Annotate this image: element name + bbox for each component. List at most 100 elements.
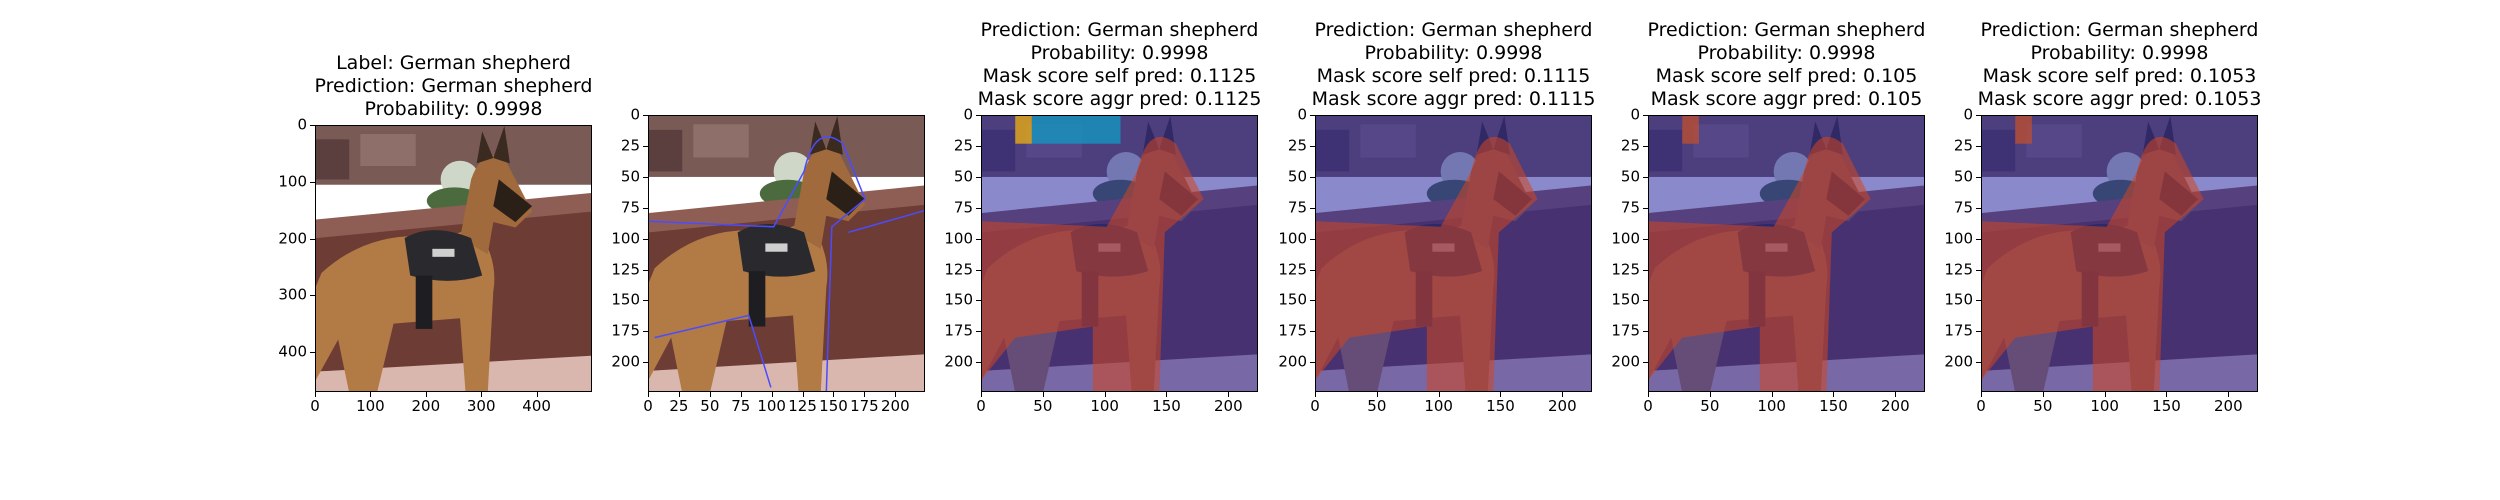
x-tick-label: 100: [2090, 397, 2119, 415]
y-tick-mark: [1976, 331, 1981, 333]
x-tick-mark: [648, 392, 649, 397]
x-tick-label: 400: [522, 397, 551, 415]
y-tick-label: 75: [620, 198, 640, 217]
x-tick-mark: [536, 392, 538, 397]
x-tick-mark: [1228, 392, 1230, 397]
y-tick-mark: [976, 300, 981, 302]
y-tick-mark: [1310, 145, 1315, 147]
background-window: [693, 124, 749, 158]
title-line: Probability: 0.9998: [2030, 42, 2209, 64]
y-tick-mark: [310, 125, 315, 126]
y-tick-label: 200: [944, 352, 973, 371]
title-line: Label: German shepherd: [336, 52, 571, 74]
y-tick-label: 100: [1611, 229, 1640, 248]
x-tick-label: 150: [1819, 397, 1848, 415]
x-tick-label: 200: [2213, 397, 2243, 415]
y-tick-label: 150: [944, 290, 973, 309]
x-tick-label: 100: [1424, 397, 1453, 415]
x-tick-mark: [1166, 392, 1168, 397]
y-tick-label: 200: [611, 352, 640, 371]
x-tick-mark: [1833, 392, 1835, 397]
x-tick-label: 0: [310, 397, 320, 415]
y-tick-mark: [643, 207, 648, 209]
y-tick-mark: [643, 300, 648, 302]
y-tick-mark: [976, 238, 981, 240]
y-tick-mark: [643, 269, 648, 271]
y-tick-label: 125: [1278, 260, 1307, 279]
x-tick-mark: [1438, 392, 1440, 397]
y-tick-mark: [976, 362, 981, 364]
y-tick-label: 25: [1287, 136, 1307, 155]
y-tick-label: 150: [1278, 290, 1307, 309]
y-tick-mark: [1976, 269, 1981, 271]
x-tick-label: 0: [1976, 397, 1986, 415]
background-door: [649, 129, 683, 172]
x-tick-mark: [895, 392, 897, 397]
y-tick-label: 200: [1944, 352, 1973, 371]
image-axes: [981, 115, 1258, 392]
dog-muzzle: [493, 179, 533, 223]
x-tick-label: 300: [466, 397, 496, 415]
title-line: Mask score self pred: 0.1125: [982, 65, 1257, 87]
x-tick-label: 0: [1310, 397, 1320, 415]
mask-patch-yellow: [1015, 116, 1032, 144]
dog-ear-right: [826, 116, 843, 155]
y-tick-label: 150: [1611, 290, 1640, 309]
x-tick-mark: [1981, 392, 1982, 397]
y-tick-mark: [310, 295, 315, 297]
image-canvas: [316, 126, 591, 391]
title-line: Prediction: German shepherd: [1314, 19, 1593, 41]
x-tick-mark: [1315, 392, 1316, 397]
y-tick-label: 100: [611, 229, 640, 248]
title-line: Mask score self pred: 0.1115: [1316, 65, 1591, 87]
x-tick-label: 200: [1213, 397, 1243, 415]
x-tick-mark: [864, 392, 866, 397]
y-tick-label: 175: [1944, 321, 1973, 340]
y-tick-label: 100: [944, 229, 973, 248]
panel-title: Prediction: German shepherd Probability: …: [921, 19, 1318, 111]
x-tick-mark: [771, 392, 773, 397]
y-tick-mark: [1310, 269, 1315, 271]
x-tick-label: 0: [976, 397, 986, 415]
x-tick-label: 100: [1090, 397, 1119, 415]
y-tick-mark: [1643, 269, 1648, 271]
harness-strap: [748, 271, 766, 327]
x-tick-label: 150: [2152, 397, 2181, 415]
y-tick-mark: [643, 115, 648, 116]
x-tick-label: 175: [850, 397, 879, 415]
y-tick-label: 100: [1944, 229, 1973, 248]
x-tick-label: 200: [411, 397, 441, 415]
mask-object: [1982, 136, 2204, 391]
title-line: Prediction: German shepherd: [314, 75, 593, 97]
y-tick-mark: [1643, 300, 1648, 302]
y-tick-mark: [1976, 362, 1981, 364]
y-tick-label: 125: [944, 260, 973, 279]
y-tick-mark: [1310, 115, 1315, 116]
title-line: Probability: 0.9998: [1030, 42, 1209, 64]
panel-title: Label: German shepherd Prediction: German…: [255, 52, 652, 121]
x-tick-label: 0: [1643, 397, 1653, 415]
title-line: Mask score aggr pred: 0.1053: [1977, 88, 2262, 110]
x-tick-mark: [2228, 392, 2230, 397]
x-tick-label: 50: [1033, 397, 1053, 415]
x-tick-mark: [1895, 392, 1897, 397]
mask-object: [1316, 136, 1538, 391]
harness-strap: [415, 275, 433, 329]
x-tick-mark: [678, 392, 680, 397]
y-tick-label: 0: [1963, 105, 1973, 124]
harness-patch: [432, 248, 455, 257]
y-tick-label: 150: [1944, 290, 1973, 309]
y-tick-label: 150: [611, 290, 640, 309]
y-tick-label: 100: [1278, 229, 1307, 248]
x-tick-label: 100: [1757, 397, 1786, 415]
x-tick-mark: [1104, 392, 1106, 397]
image-axes: [1648, 115, 1925, 392]
y-tick-label: 25: [953, 136, 973, 155]
x-tick-label: 100: [356, 397, 385, 415]
mask-patch-red: [2015, 116, 2032, 144]
x-tick-mark: [1562, 392, 1564, 397]
background-window: [360, 134, 416, 167]
mask-patch-red: [1682, 116, 1699, 144]
y-tick-mark: [976, 145, 981, 147]
x-tick-label: 200: [880, 397, 910, 415]
